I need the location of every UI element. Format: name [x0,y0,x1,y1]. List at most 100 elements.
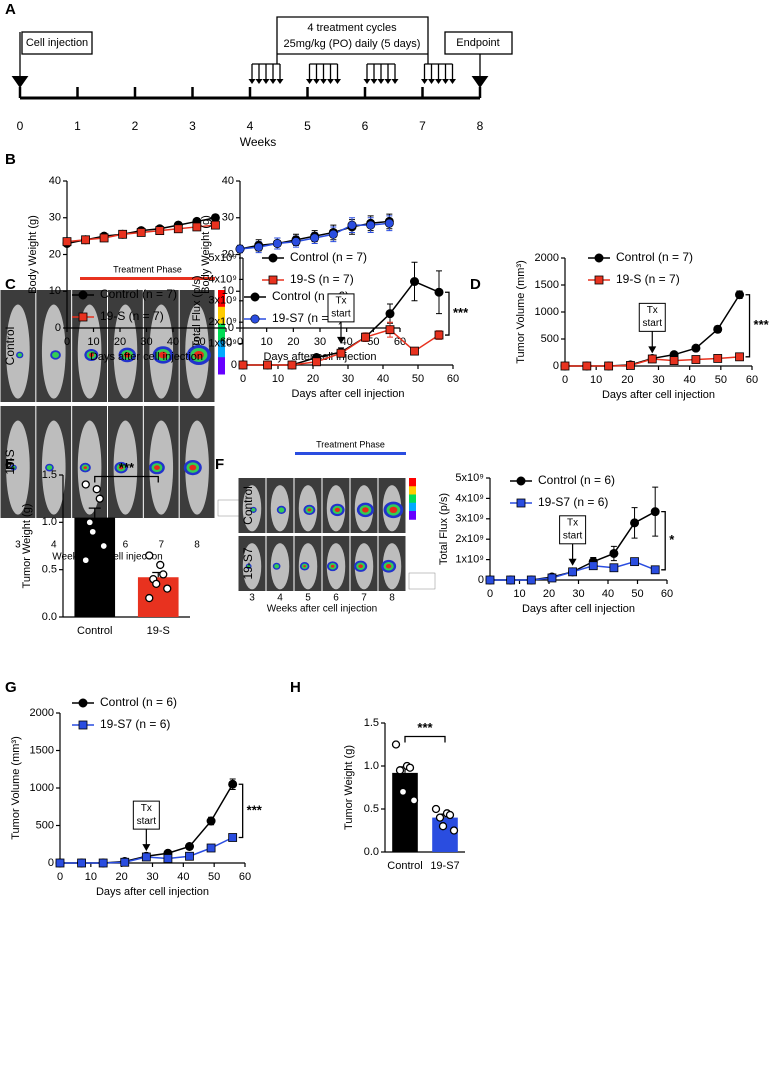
marker [609,563,619,573]
x-tick-label: 10 [87,336,99,348]
y-tick-label: 30 [49,212,61,224]
y-tick-label: 1.5 [42,469,57,481]
box-text: 25mg/kg (PO) daily (5 days) [284,38,421,50]
y-tick-label: 5x10⁹ [455,472,484,484]
y-tick-label: 0.0 [42,611,57,623]
signal [362,507,369,513]
x-tick-label: 40 [167,336,179,348]
y-tick-label: 40 [49,175,61,187]
annotation-arrow-head [337,336,345,344]
colorbar [409,478,416,487]
timeline-tick-label: 3 [189,119,196,133]
panel-label: B [5,151,16,168]
x-tick-label: 50 [367,336,379,348]
marker [650,507,660,517]
marker [669,356,679,366]
data-point [159,570,168,579]
arrow-head [320,79,327,84]
annotation-box [559,515,587,545]
signal [52,351,60,358]
signal [154,465,160,470]
significance: *** [453,305,469,320]
legend-label: 19-S7 (n = 6) [100,717,170,731]
arrow-head [269,79,277,84]
legend-marker [78,698,88,708]
marker [263,360,272,370]
x-axis-label: Days after cell injection [96,886,209,898]
arrow-head [327,79,334,84]
timeline-tick-label: 0 [17,119,24,133]
marker [55,858,65,868]
signal [17,352,22,357]
y-tick-label: 0.5 [42,564,57,576]
arrow-head [334,79,341,84]
y-tick-label: 1500 [30,744,54,756]
data-point [81,480,90,489]
legend-label: Control (n = 6) [538,473,615,487]
marker [650,565,660,575]
y-tick-label: 0.0 [364,846,379,858]
y-axis-label: Body Weight (g) [200,215,212,294]
x-axis-label: Days after cell injection [291,388,404,400]
marker [206,843,216,853]
significance: *** [754,317,770,332]
legend-label: Control (n = 6) [100,695,177,709]
marker [336,348,346,358]
x-tick-label: 50 [412,373,424,385]
marker [155,226,165,236]
significance-bracket [445,291,450,336]
y-tick-label: 1x10⁹ [455,554,484,566]
data-point [395,766,405,775]
panel-label: C [5,276,16,293]
arrow-head [248,79,256,84]
y-tick-label: 1000 [30,782,54,794]
data-point [81,556,90,565]
marker [118,229,128,239]
annotation-arrow-head [648,346,657,354]
colorbar [409,494,416,504]
marker [526,575,536,585]
phase-label: Treatment Phase [316,439,385,449]
y-tick-label: 1.0 [364,760,379,772]
row-label: Control [3,327,17,366]
week-label: 3 [15,540,21,551]
panel-label: F [215,456,224,473]
legend-label: Control (n = 7) [100,287,177,301]
annotation-text: start [643,318,663,329]
x-tick-label: 20 [543,588,555,600]
y-tick-label: 20 [49,248,61,260]
marker [120,857,130,867]
marker [735,352,744,362]
box [21,31,93,55]
x-tick-label: 40 [684,374,696,386]
y-tick-label: 0 [55,322,61,334]
marker [310,233,320,243]
marker [291,237,301,247]
week-label: 8 [389,593,395,604]
marker [735,290,745,300]
legend-marker [516,476,526,486]
marker [235,244,245,254]
data-point [449,826,459,835]
legend-label: 19-S7 (n = 6) [538,495,608,509]
panel-label: A [5,1,16,18]
week-label: 6 [123,540,129,551]
y-tick-label: 5x10⁹ [208,252,237,264]
marker [626,361,635,370]
y-tick-label: 4x10⁹ [208,273,237,285]
marker [560,361,570,371]
y-tick-label: 500 [541,333,559,345]
signal [46,465,53,471]
x-tick-label: 30 [314,336,326,348]
signal [193,350,204,359]
signal [123,352,131,358]
x-tick-label: 10 [272,373,284,385]
data-point [92,485,101,494]
y-tick-label: 500 [36,819,54,831]
y-tick-label: 20 [222,248,234,260]
y-tick-label: 2000 [30,707,54,719]
signal [385,564,392,569]
colorbar [218,357,225,375]
x-tick-label: 60 [220,336,232,348]
